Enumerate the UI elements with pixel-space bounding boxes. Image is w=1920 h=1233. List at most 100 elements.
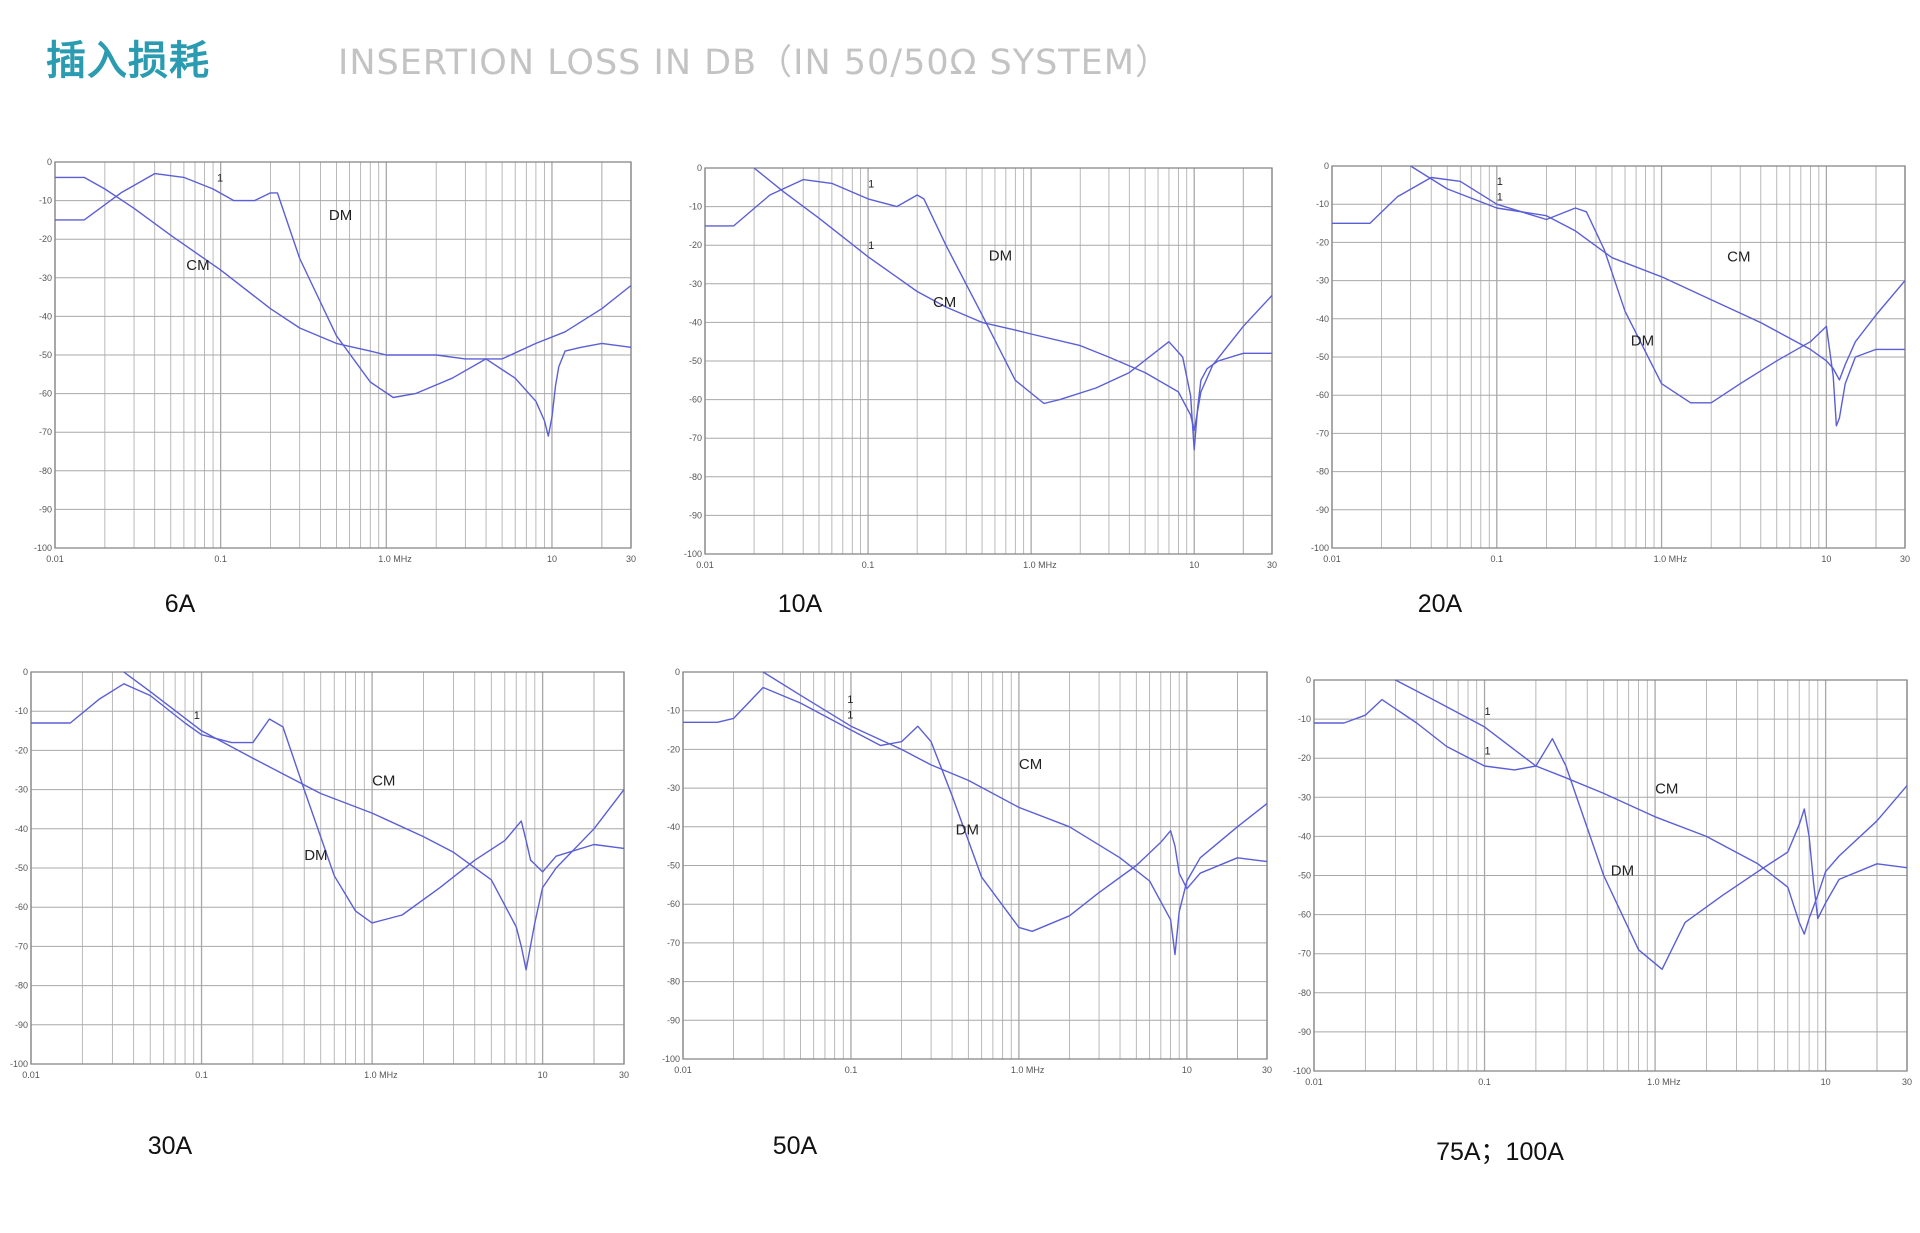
series-line-dm: [705, 178, 1272, 451]
x-tick-label: 30: [1262, 1065, 1272, 1075]
plot-frame: [704, 167, 1273, 555]
y-tick-label: -10: [667, 706, 680, 716]
chart-caption: 20A: [1417, 590, 1463, 618]
x-tick-label: 0.01: [46, 554, 64, 564]
y-tick-label: -60: [689, 395, 702, 405]
x-tick-label: 10: [1821, 554, 1831, 564]
y-tick-label: -40: [689, 317, 702, 327]
y-tick-label: -100: [10, 1059, 28, 1069]
y-tick-label: -50: [1298, 871, 1311, 881]
x-tick-label: 1.0 MHz: [1654, 554, 1688, 564]
y-tick-label: -70: [15, 941, 28, 951]
y-tick-label: -40: [1298, 831, 1311, 841]
y-tick-label: 0: [697, 163, 702, 173]
chart-panel: 0 -10 -20 -30 -40 -50 -60 -70 -80 -90 -100 0.01 0.1 1…: [1290, 668, 1919, 1099]
y-tick-label: -20: [15, 745, 28, 755]
series-line-dm: [31, 683, 625, 924]
marker-label: 1: [1497, 191, 1503, 203]
marker-label: 1: [1485, 745, 1491, 757]
y-tick-label: -80: [1316, 467, 1329, 477]
y-tick-label: -50: [667, 861, 680, 871]
y-tick-label: -10: [15, 706, 28, 716]
y-tick-label: -10: [689, 202, 702, 212]
y-tick-label: -90: [1298, 1027, 1311, 1037]
series-annotation: CM: [1655, 780, 1678, 797]
chart-caption: 10A: [777, 590, 823, 618]
x-tick-label: 0.01: [1323, 554, 1341, 564]
y-tick-label: -90: [39, 504, 52, 514]
y-tick-label: -100: [684, 549, 702, 559]
y-tick-label: -70: [667, 938, 680, 948]
marker-label: 1: [868, 240, 874, 252]
x-tick-label: 10: [547, 554, 557, 564]
series-annotation: CM: [372, 773, 395, 790]
series-annotation: CM: [1727, 249, 1750, 266]
y-tick-label: -40: [667, 822, 680, 832]
y-tick-label: 0: [675, 667, 680, 677]
marker-label: 1: [847, 709, 853, 721]
plot-frame: [1331, 165, 1906, 549]
y-tick-label: -80: [667, 977, 680, 987]
y-tick-label: -70: [1298, 949, 1311, 959]
x-tick-label: 30: [626, 554, 636, 564]
x-tick-label: 30: [1267, 560, 1277, 570]
y-tick-label: -20: [1298, 753, 1311, 763]
y-tick-label: 0: [1324, 161, 1329, 171]
marker-label: 1: [217, 172, 223, 184]
series-annotation: DM: [1631, 333, 1654, 350]
y-tick-label: -100: [1293, 1066, 1311, 1076]
x-tick-label: 1.0 MHz: [378, 554, 412, 564]
y-tick-label: -40: [1316, 314, 1329, 324]
chart-panel: 0 -10 -20 -30 -40 -50 -60 -70 -80 -90 -100 0.01 0.1 1…: [655, 660, 1279, 1087]
y-tick-label: -20: [689, 240, 702, 250]
x-tick-label: 0.01: [22, 1070, 40, 1080]
y-tick-label: -40: [39, 311, 52, 321]
series-annotation: DM: [956, 822, 979, 839]
y-tick-label: -90: [15, 1020, 28, 1030]
marker-label: 1: [1485, 706, 1491, 718]
series-line-dm: [683, 686, 1268, 932]
page-subtitle: INSERTION LOSS IN DB（IN 50/50Ω SYSTEM）: [338, 43, 1171, 83]
series-annotation: DM: [1611, 863, 1634, 880]
series-annotation: DM: [304, 847, 327, 864]
series-line-cm: [55, 176, 632, 360]
y-tick-label: -10: [1316, 199, 1329, 209]
y-tick-label: -60: [15, 902, 28, 912]
x-tick-label: 1.0 MHz: [1647, 1077, 1681, 1087]
y-tick-label: -20: [39, 234, 52, 244]
y-tick-label: -30: [667, 783, 680, 793]
series-line-cm: [123, 671, 625, 971]
series-line-dm: [1332, 176, 1905, 427]
x-tick-label: 0.01: [674, 1065, 692, 1075]
series-line-dm: [1314, 698, 1908, 970]
plot-frame: [682, 671, 1268, 1060]
y-tick-label: -100: [34, 543, 52, 553]
y-tick-label: -60: [39, 389, 52, 399]
series-line-cm: [1410, 165, 1906, 381]
y-tick-label: -70: [39, 427, 52, 437]
x-tick-label: 0.01: [696, 560, 714, 570]
plot-frame: [1313, 679, 1908, 1072]
x-tick-label: 1.0 MHz: [1011, 1065, 1045, 1075]
x-tick-label: 10: [538, 1070, 548, 1080]
y-tick-label: 0: [23, 667, 28, 677]
y-tick-label: -70: [1316, 428, 1329, 438]
x-tick-label: 30: [619, 1070, 629, 1080]
chart-caption: 50A: [772, 1132, 818, 1160]
series-line-dm: [55, 172, 632, 437]
y-tick-label: -30: [39, 273, 52, 283]
y-tick-label: -40: [15, 824, 28, 834]
y-tick-label: -100: [1311, 543, 1329, 553]
y-tick-label: -90: [689, 510, 702, 520]
plot-frame: [54, 161, 632, 549]
y-tick-label: -80: [39, 466, 52, 476]
y-tick-label: -20: [1316, 237, 1329, 247]
y-tick-label: -50: [15, 863, 28, 873]
y-tick-label: -10: [1298, 714, 1311, 724]
series-annotation: DM: [329, 207, 352, 224]
x-tick-label: 30: [1902, 1077, 1912, 1087]
